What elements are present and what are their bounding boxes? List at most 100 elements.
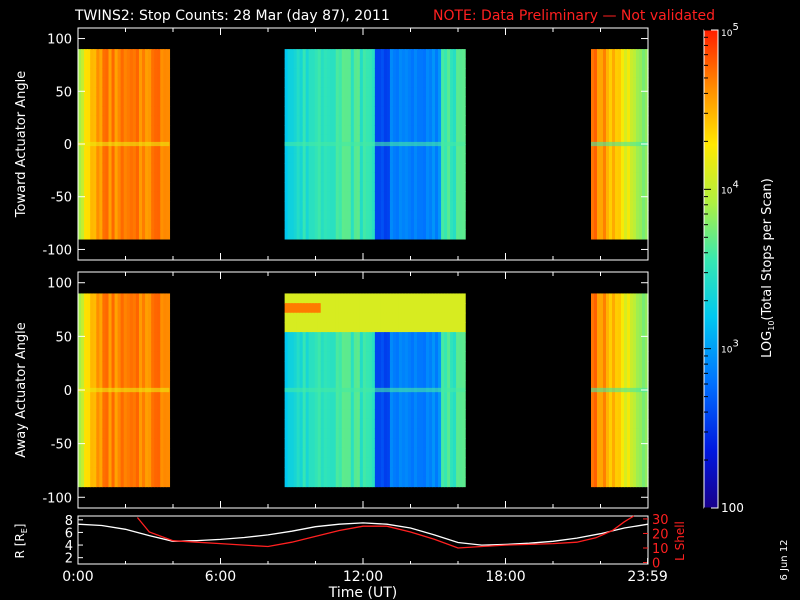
heatmap-cell [432,476,436,488]
heatmap-cell [145,144,149,155]
heatmap-cell [148,428,152,439]
heatmap-cell [597,351,601,362]
heatmap-cell [426,447,430,459]
heatmap-cell [456,312,460,324]
heatmap-cell [299,219,304,231]
heatmap-cell [302,361,307,372]
heatmap-cell [594,200,598,212]
heatmap-cell [395,438,400,449]
heatmap-cell [332,181,337,193]
heatmap-cell [353,96,358,107]
heatmap-cell [142,418,146,430]
heatmap-cell [362,181,367,193]
heatmap-cell [87,172,91,183]
heatmap-cell [142,351,146,362]
heatmap-cell [636,219,640,231]
heatmap-cell [314,476,319,488]
heatmap-cell [380,399,385,410]
heatmap-cell [335,312,340,324]
heatmap-cell [386,200,391,212]
heatmap-cell [123,380,128,391]
heatmap-cell [377,172,382,183]
heatmap-cell [299,229,304,240]
heatmap-cell [154,361,158,372]
heatmap-cell [456,409,460,420]
heatmap-cell [135,58,140,69]
heatmap-cell [392,370,397,381]
heatmap-cell [84,351,88,362]
heatmap-cell [612,390,616,401]
heatmap-cell [102,428,107,439]
heatmap-cell [129,115,134,126]
heatmap-cell [305,312,310,324]
heatmap-cell [326,380,331,391]
heatmap-cell [420,144,424,155]
heatmap-cell [129,172,134,183]
chart-title: TWINS2: Stop Counts: 28 Mar (day 87), 20… [74,8,390,24]
heatmap-cell [126,229,131,240]
heatmap-cell [429,447,433,459]
heatmap-cell [111,438,116,449]
heatmap-cell [160,219,164,231]
heatmap-cell [356,134,361,145]
heatmap-cell [642,399,646,410]
heatmap-cell [423,200,427,212]
heatmap-cell [145,447,149,459]
heatmap-cell [383,438,388,449]
heatmap-cell [453,341,457,352]
heatmap-cell [450,370,454,381]
heatmap-cell [356,219,361,231]
heatmap-cell [459,447,463,459]
heatmap-cell [311,370,316,381]
heatmap-cell [308,219,313,231]
heatmap-cell [317,380,322,391]
heatmap-cell [344,361,349,372]
heatmap-cell [645,49,649,60]
heatmap-cell [459,219,463,231]
heatmap-cell [90,312,94,324]
heatmap-cell [600,200,604,212]
heatmap-cell [126,172,131,183]
heatmap-cell [462,153,466,164]
heatmap-cell [145,125,149,136]
heatmap-cell [290,476,295,488]
heatmap-cell [383,322,388,333]
heatmap-cell [438,162,442,174]
heatmap-cell [160,428,164,439]
heatmap-cell [420,210,424,221]
heatmap-cell [314,191,319,202]
heatmap-cell [398,191,403,202]
heatmap-cell [359,115,364,126]
heatmap-cell [290,77,295,88]
heatmap-cell [341,361,346,372]
heatmap-cell [401,312,406,324]
heatmap-cell [621,49,625,60]
heatmap-cell [359,77,364,88]
heatmap-cell [441,96,445,107]
heatmap-cell [138,361,143,372]
heatmap-cell [407,172,412,183]
heatmap-cell [462,115,466,126]
heatmap-cell [114,428,119,439]
heatmap-cell [423,144,427,155]
heatmap-cell [432,370,436,381]
heatmap-cell [621,77,625,88]
heatmap-cell [129,134,134,145]
heatmap-cell [84,210,88,221]
heatmap-cell [320,351,325,362]
heatmap-cell [438,229,442,240]
heatmap-cell [126,210,131,221]
heatmap-cell [84,409,88,420]
heatmap-cell [105,351,110,362]
heatmap-cell [410,200,415,212]
heatmap-cell [380,428,385,439]
heatmap-cell [456,447,460,459]
heatmap-cell [416,428,421,439]
heatmap-cell [600,303,604,314]
heatmap-cell [96,438,100,449]
heatmap-cell [453,58,457,69]
heatmap-cell [123,77,128,88]
heatmap-cell [290,181,295,193]
heatmap-cell [386,303,391,314]
heatmap-cell [126,312,131,324]
